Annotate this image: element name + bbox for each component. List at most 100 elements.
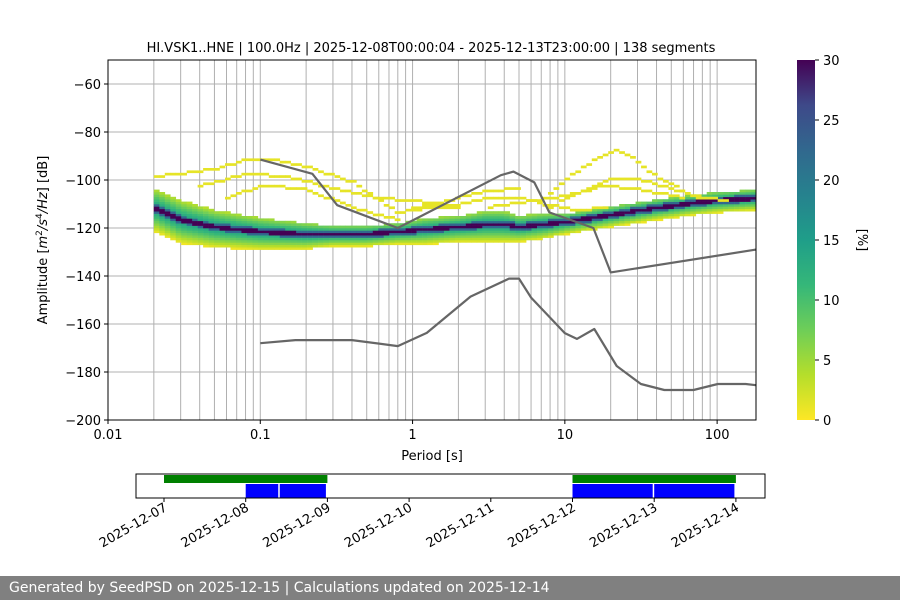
psd-cell <box>181 235 187 238</box>
psd-cell <box>564 223 571 226</box>
psd-cell <box>608 218 614 222</box>
psd-cell <box>493 216 500 219</box>
psd-cell <box>416 218 423 222</box>
psd-cell <box>608 206 614 210</box>
psd-cell <box>547 220 554 224</box>
psd-cell <box>159 232 166 236</box>
psd-cell <box>339 232 346 236</box>
psd-cell <box>443 216 450 219</box>
psd-cell <box>175 206 182 210</box>
psd-cell <box>498 225 505 229</box>
psd-cell <box>635 208 642 212</box>
psd-cell <box>422 237 428 241</box>
psd-cell <box>624 220 631 224</box>
psd-cell <box>509 225 516 229</box>
psd-outlier-cell <box>482 196 489 200</box>
psd-cell <box>471 225 478 229</box>
psd-cell <box>219 230 226 234</box>
psd-cell <box>367 232 374 236</box>
psd-cell <box>241 237 248 241</box>
psd-cell <box>181 237 187 241</box>
psd-cell <box>619 208 625 212</box>
psd-outlier-cell <box>558 182 565 186</box>
psd-cell <box>345 242 352 246</box>
psd-outlier-cell <box>564 206 571 210</box>
psd-cell <box>668 201 675 205</box>
psd-cell <box>745 194 751 198</box>
psd-cell <box>597 218 604 222</box>
psd-cell <box>728 208 735 212</box>
psd-outlier-cell <box>361 189 368 193</box>
psd-cell <box>235 237 242 241</box>
psd-outlier-cell <box>296 187 302 190</box>
psd-outlier-cell <box>219 180 226 183</box>
psd-cell <box>498 211 505 214</box>
psd-cell <box>482 228 489 231</box>
psd-cell <box>356 244 363 248</box>
psd-outlier-cell <box>443 206 450 210</box>
psd-outlier-cell <box>558 206 565 210</box>
psd-cell <box>717 204 724 207</box>
psd-cell <box>318 244 324 248</box>
psd-cell <box>219 211 226 214</box>
psd-cell <box>542 216 549 219</box>
psd-outlier-cell <box>225 177 231 181</box>
psd-segment-bar <box>572 484 653 498</box>
psd-cell <box>307 237 313 241</box>
psd-cell <box>449 225 456 229</box>
psd-cell <box>208 225 215 229</box>
psd-cell <box>235 218 242 222</box>
psd-cell <box>657 216 664 219</box>
x-tick-label: 10 <box>557 428 574 443</box>
psd-cell <box>268 223 275 226</box>
psd-cell <box>597 216 604 219</box>
psd-cell <box>257 247 264 250</box>
psd-cell <box>197 220 204 224</box>
psd-cell <box>553 220 560 224</box>
psd-cell <box>312 244 319 248</box>
psd-cell <box>493 237 500 241</box>
psd-cell <box>214 218 220 222</box>
psd-cell <box>684 194 691 198</box>
psd-cell <box>498 218 505 222</box>
psd-cell <box>268 235 275 238</box>
psd-outlier-cell <box>641 189 647 193</box>
availability-bars <box>164 475 736 498</box>
psd-cell <box>378 240 385 243</box>
psd-cell <box>597 223 604 226</box>
psd-cell <box>613 216 620 219</box>
psd-cell <box>203 240 209 243</box>
psd-cell <box>465 228 472 231</box>
psd-cell <box>389 228 396 231</box>
psd-outlier-cell <box>279 175 286 178</box>
psd-cell <box>498 232 505 236</box>
psd-cell <box>411 237 417 241</box>
psd-cell <box>323 232 330 236</box>
psd-cell <box>537 223 543 226</box>
psd-outlier-cell <box>345 204 352 207</box>
psd-cell <box>153 201 160 205</box>
psd-cell <box>706 201 713 205</box>
psd-cell <box>465 213 472 217</box>
psd-outlier-cell <box>214 180 220 183</box>
psd-cell <box>411 225 417 229</box>
psd-cell <box>153 192 160 195</box>
psd-cell <box>290 223 297 226</box>
psd-cell <box>312 223 319 226</box>
psd-cell <box>170 216 177 219</box>
psd-cell <box>307 230 313 234</box>
psd-cell <box>345 230 352 234</box>
psd-cell <box>575 211 582 214</box>
psd-cell <box>438 228 445 231</box>
psd-outlier-cell <box>427 204 434 207</box>
psd-cell <box>153 206 160 210</box>
psd-cell <box>164 199 171 202</box>
psd-cell <box>706 204 713 207</box>
psd-cell <box>613 206 620 210</box>
psd-cell <box>657 201 664 205</box>
psd-cell <box>181 218 187 222</box>
psd-cell <box>246 220 253 224</box>
psd-outlier-cell <box>268 175 275 178</box>
psd-cell <box>493 211 500 214</box>
psd-cell <box>329 230 335 234</box>
